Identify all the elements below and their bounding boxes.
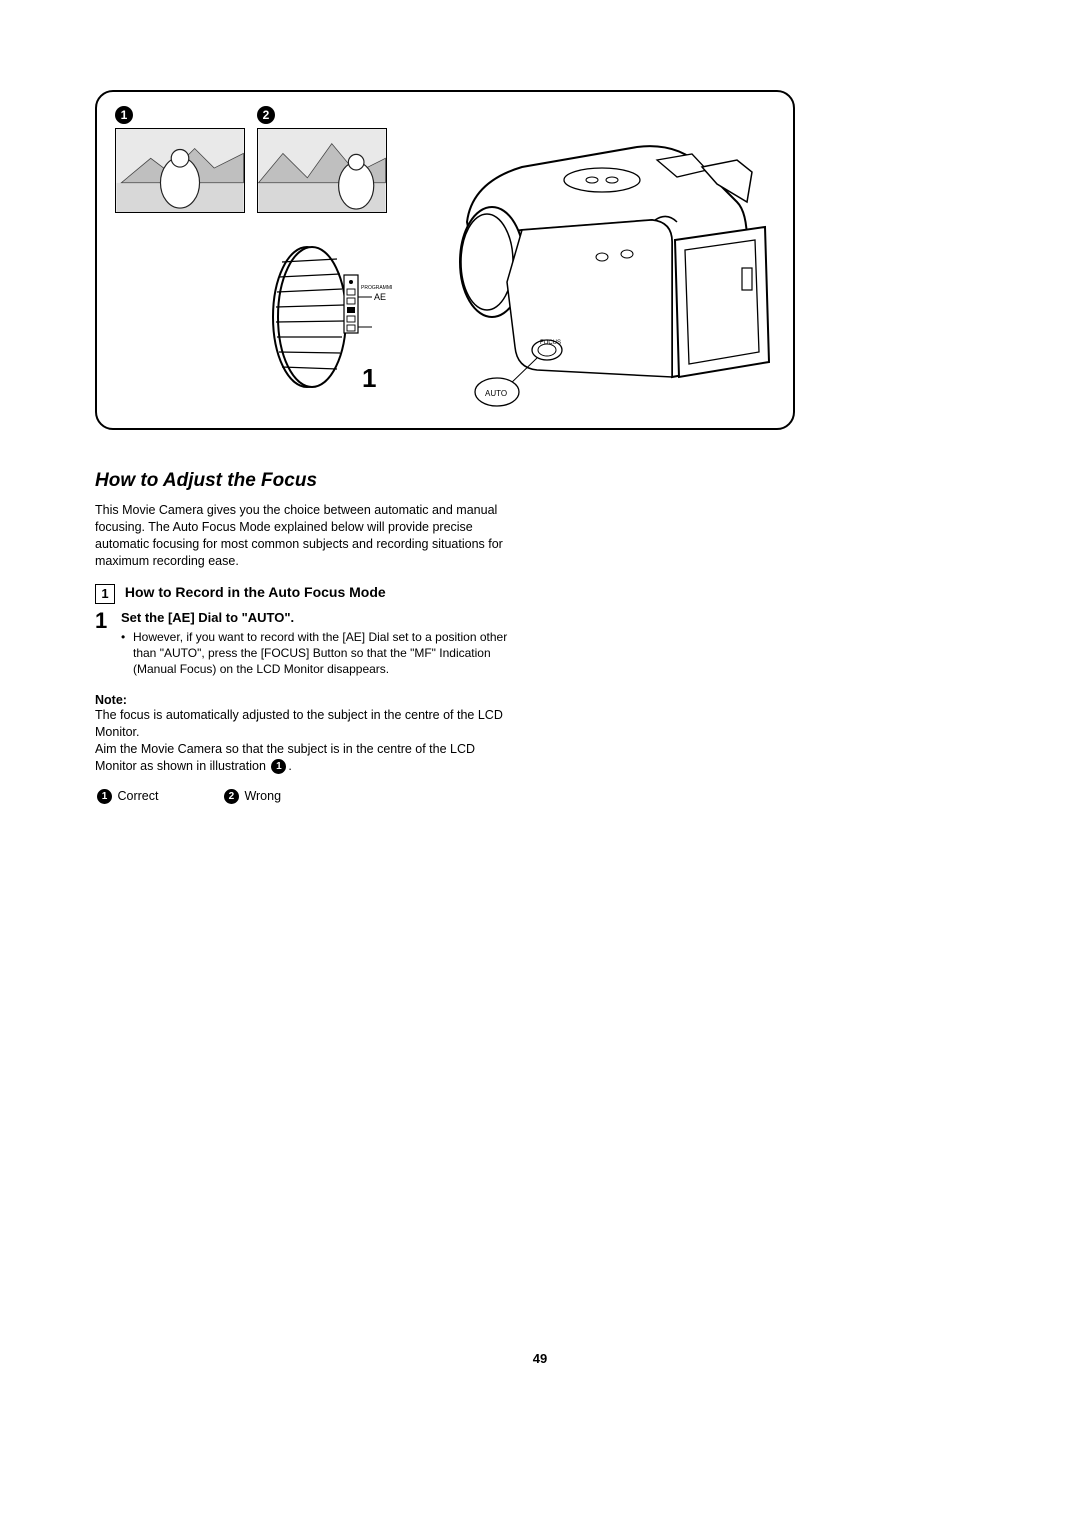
section-title: How to Adjust the Focus — [95, 470, 515, 492]
callout-1-badge: 1 — [115, 106, 133, 124]
step-1: 1 Set the [AE] Dial to "AUTO". However, … — [95, 610, 515, 678]
step-number: 1 — [95, 610, 121, 632]
dial-programme-label: PROGRAMME — [361, 285, 392, 291]
auto-label: AUTO — [485, 389, 507, 398]
dial-ae-label: AE — [374, 292, 386, 302]
legend-1-icon: 1 — [97, 789, 112, 804]
subsection-heading-row: 1 How to Record in the Auto Focus Mode — [95, 584, 515, 604]
thumbnail-wrong — [257, 128, 387, 213]
thumbnail-correct — [115, 128, 245, 213]
intro-paragraph: This Movie Camera gives you the choice b… — [95, 502, 515, 570]
inline-callout-1-icon: 1 — [271, 759, 286, 774]
note-label: Note: — [95, 693, 515, 707]
note-body-2: Aim the Movie Camera so that the subject… — [95, 741, 515, 775]
step-title: Set the [AE] Dial to "AUTO". — [121, 610, 515, 625]
legend-2-icon: 2 — [224, 789, 239, 804]
boxed-section-number: 1 — [95, 584, 115, 604]
subsection-heading: How to Record in the Auto Focus Mode — [125, 584, 386, 600]
focus-button-label: FOCUS — [540, 340, 561, 346]
legend-row: 1 Correct 2 Wrong — [95, 789, 515, 804]
illustration-panel: 1 2 — [95, 90, 795, 430]
camera-illustration: FOCUS AUTO — [427, 112, 777, 412]
legend-2-label: Wrong — [244, 789, 281, 803]
legend-1-label: Correct — [117, 789, 158, 803]
callout-2-badge: 2 — [257, 106, 275, 124]
dial-step-number: 1 — [362, 363, 376, 393]
page-number: 49 — [0, 1351, 1080, 1366]
step-bullet: However, if you want to record with the … — [121, 629, 515, 678]
note-body-1: The focus is automatically adjusted to t… — [95, 707, 515, 741]
ae-dial-illustration: PROGRAMME AE 1 — [262, 227, 392, 407]
text-column: How to Adjust the Focus This Movie Camer… — [95, 470, 515, 804]
